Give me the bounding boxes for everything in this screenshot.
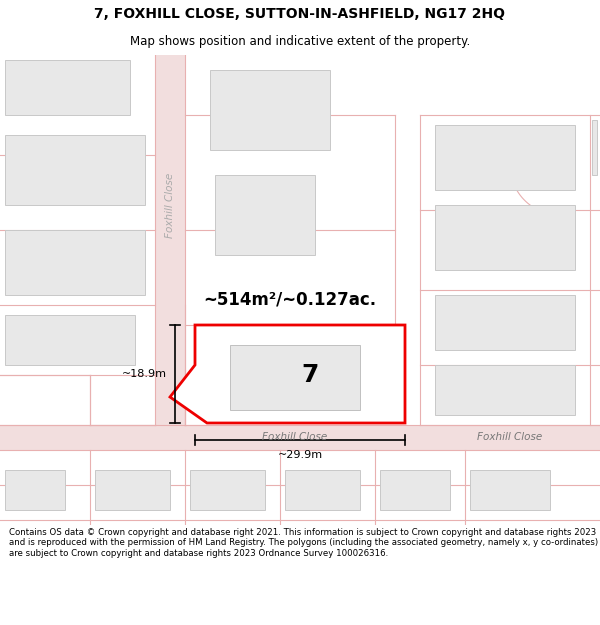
Text: Foxhill Close: Foxhill Close bbox=[262, 432, 328, 442]
Bar bbox=[5, 315, 135, 365]
Text: ~514m²/~0.127ac.: ~514m²/~0.127ac. bbox=[203, 291, 377, 309]
Bar bbox=[95, 470, 170, 510]
Bar bbox=[435, 295, 575, 350]
Bar bbox=[470, 470, 550, 510]
Text: Map shows position and indicative extent of the property.: Map shows position and indicative extent… bbox=[130, 35, 470, 48]
Bar bbox=[5, 470, 65, 510]
Text: 7, FOXHILL CLOSE, SUTTON-IN-ASHFIELD, NG17 2HQ: 7, FOXHILL CLOSE, SUTTON-IN-ASHFIELD, NG… bbox=[95, 7, 505, 21]
Bar bbox=[215, 175, 315, 255]
Bar bbox=[592, 120, 597, 175]
Bar bbox=[5, 60, 130, 115]
Polygon shape bbox=[170, 325, 405, 423]
Bar bbox=[380, 470, 450, 510]
Bar bbox=[0, 425, 600, 450]
Bar bbox=[285, 470, 360, 510]
Bar bbox=[5, 135, 145, 205]
Text: Contains OS data © Crown copyright and database right 2021. This information is : Contains OS data © Crown copyright and d… bbox=[9, 528, 598, 558]
Text: Foxhill Close: Foxhill Close bbox=[478, 432, 542, 442]
Bar bbox=[5, 230, 145, 295]
Text: 7: 7 bbox=[301, 363, 319, 387]
Bar bbox=[190, 470, 265, 510]
Bar bbox=[210, 70, 330, 150]
Bar bbox=[435, 125, 575, 190]
Text: Foxhill Close: Foxhill Close bbox=[165, 173, 175, 238]
Bar bbox=[155, 55, 185, 425]
Text: ~29.9m: ~29.9m bbox=[277, 450, 323, 460]
Text: ~18.9m: ~18.9m bbox=[122, 369, 167, 379]
Bar bbox=[435, 205, 575, 270]
Bar bbox=[230, 345, 360, 410]
Bar bbox=[435, 365, 575, 415]
